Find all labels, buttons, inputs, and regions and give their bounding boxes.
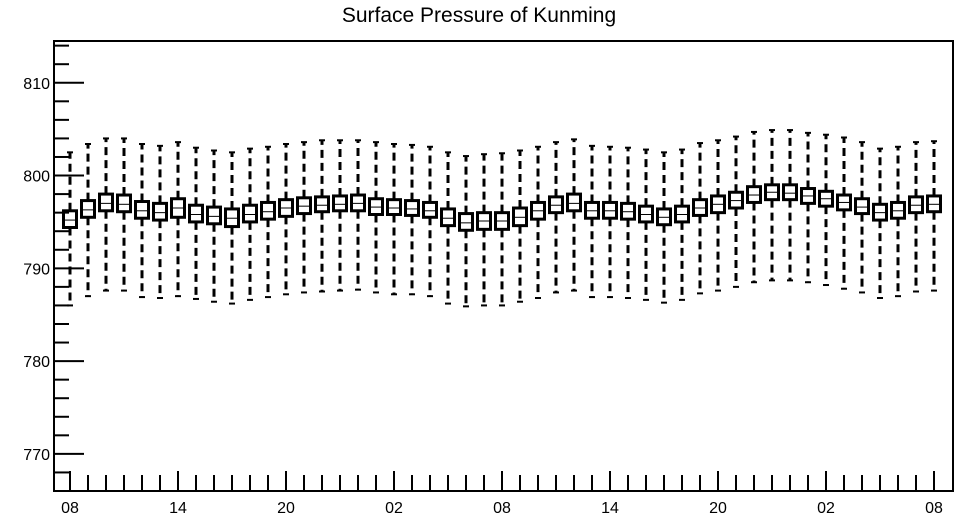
y-tick-label: 800: [23, 169, 50, 186]
box: [440, 207, 456, 228]
box: [422, 200, 438, 219]
chart-title: Surface Pressure of Kunming: [341, 4, 617, 27]
x-tick-label: 08: [925, 500, 943, 517]
box: [62, 209, 78, 229]
y-tick-label: 770: [23, 447, 50, 464]
box: [260, 200, 276, 221]
y-tick-label: 810: [23, 76, 50, 93]
box: [134, 200, 150, 220]
axis-labels-group: 770 780 790 800 810 08 14 20 02 08 14 20 02 08: [23, 76, 943, 517]
box: [854, 197, 870, 216]
plot-frame: [53, 40, 954, 492]
box: [386, 198, 402, 217]
x-tick-label: 20: [277, 500, 295, 517]
box: [404, 199, 420, 217]
box: [458, 212, 474, 232]
box: [188, 203, 204, 224]
box: [98, 192, 114, 213]
x-tick-label: 08: [61, 500, 79, 517]
box: [242, 203, 258, 224]
box: [566, 192, 582, 213]
box: [80, 199, 96, 219]
x-tick-label: 14: [169, 500, 187, 517]
boxes-group: [62, 183, 942, 232]
x-tick-label: 02: [385, 500, 403, 517]
axis-ticks-group: [54, 44, 935, 492]
box: [116, 193, 132, 214]
whiskers-group: [67, 129, 937, 308]
x-tick-label: 20: [709, 500, 727, 517]
y-tick-label: 780: [23, 354, 50, 371]
x-tick-label: 08: [493, 500, 511, 517]
box: [782, 183, 798, 202]
box: [206, 205, 222, 226]
box: [152, 201, 168, 222]
y-tick-label: 790: [23, 261, 50, 278]
x-tick-label: 02: [817, 500, 835, 517]
x-tick-label: 14: [601, 500, 619, 517]
box: [314, 195, 330, 214]
box: [332, 194, 348, 213]
